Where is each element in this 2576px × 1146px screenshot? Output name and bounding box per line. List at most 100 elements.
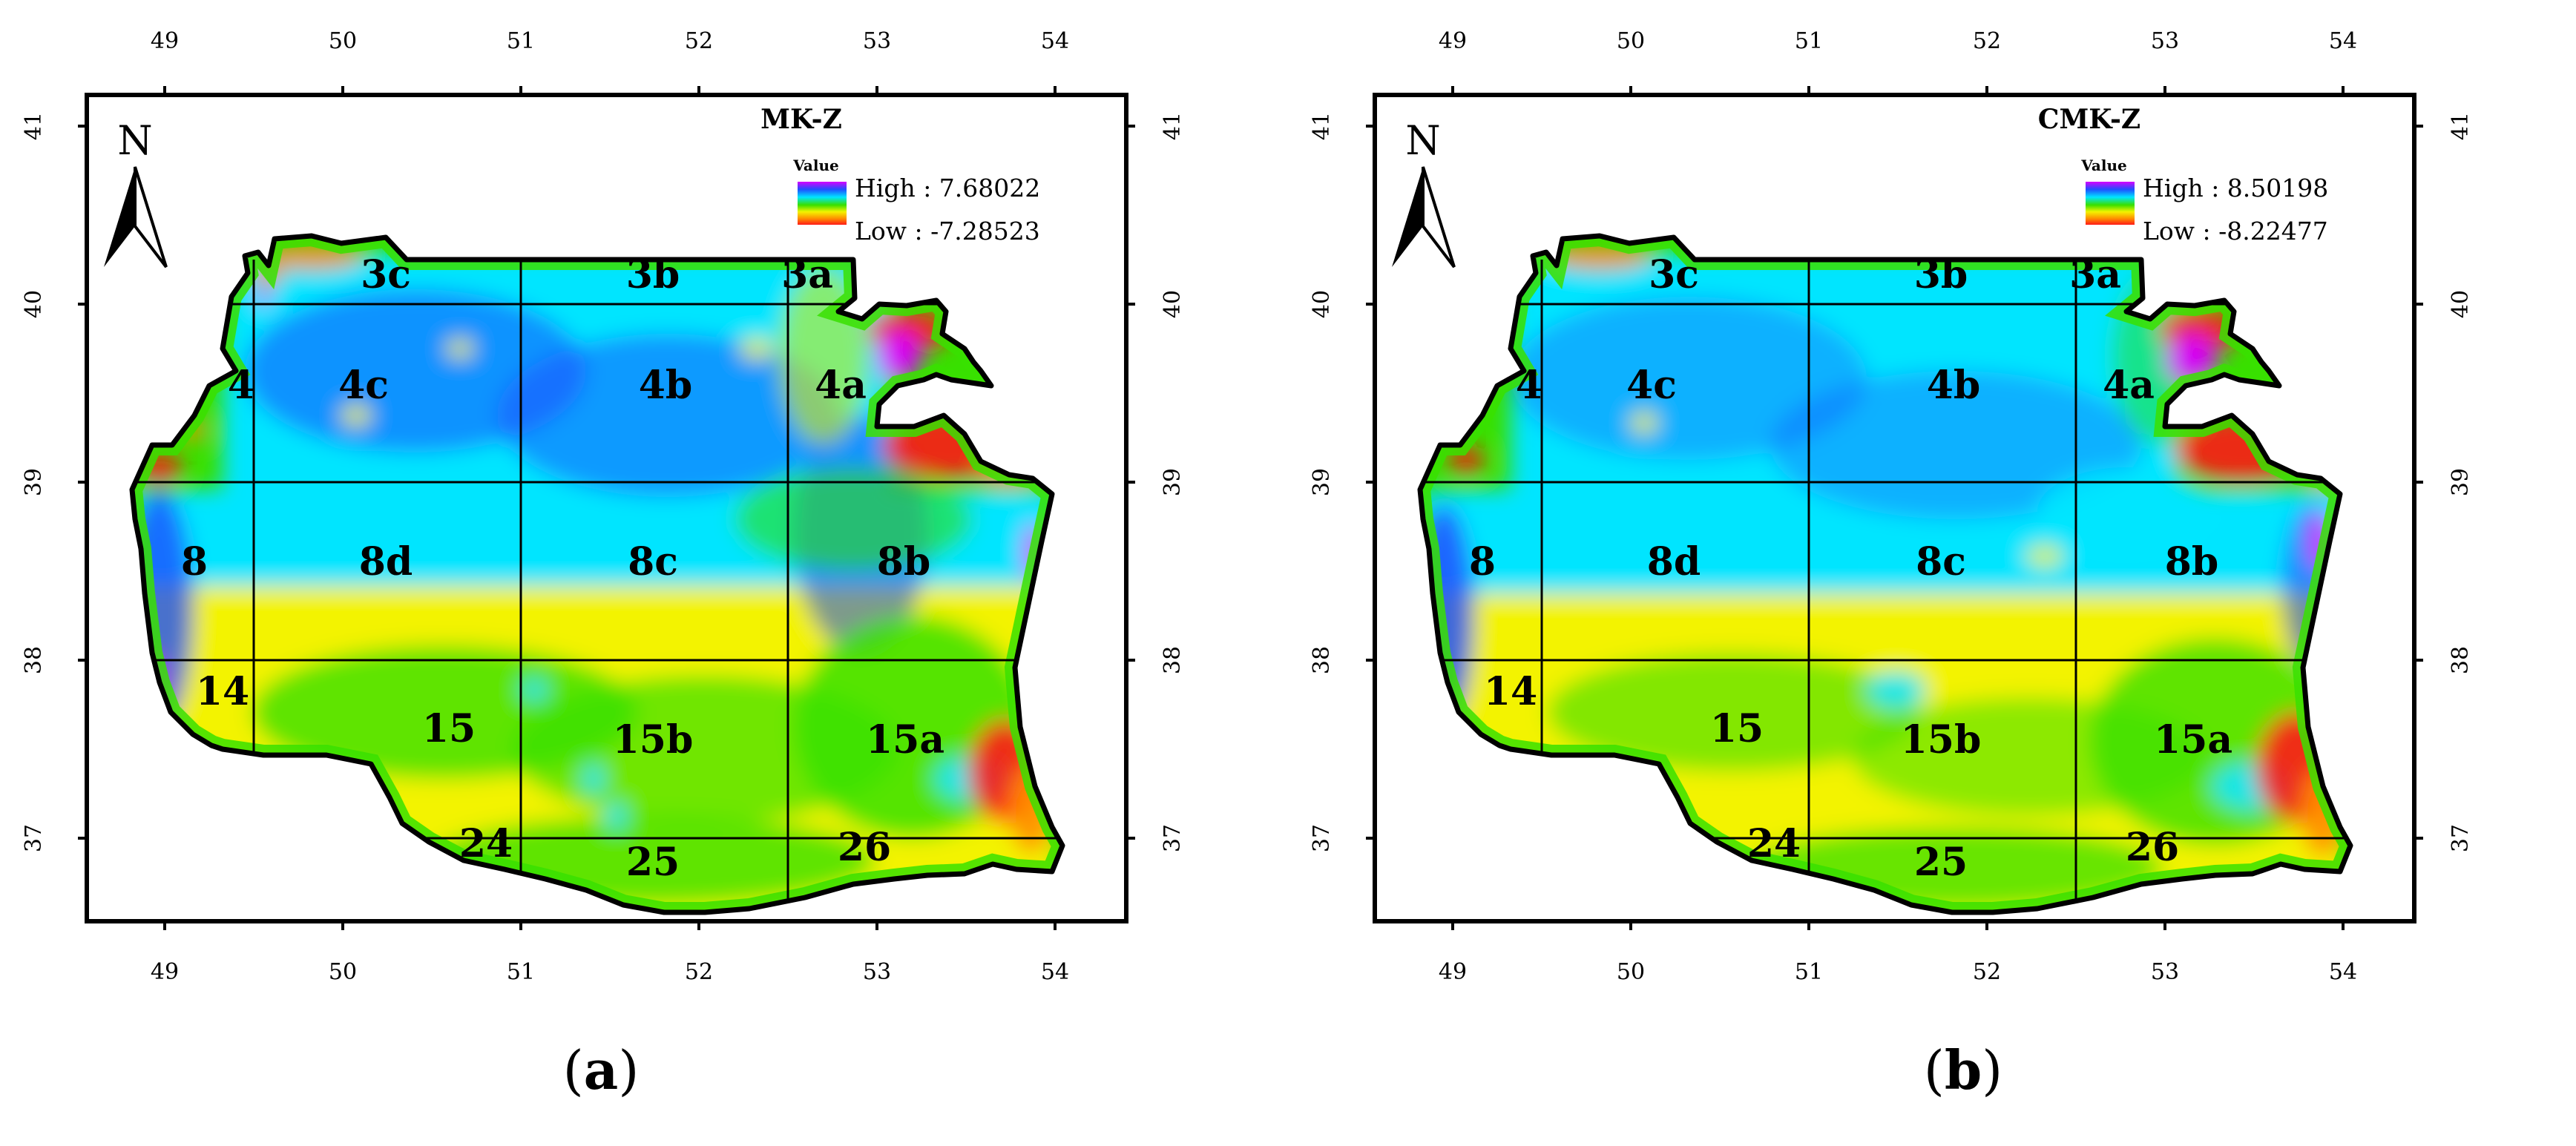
x-tick-label-top: 50 xyxy=(329,28,357,54)
zone-label: 3a xyxy=(781,252,833,297)
zone-label: 24 xyxy=(1747,821,1801,866)
zone-label: 25 xyxy=(1914,840,1968,885)
x-tick-label-bottom: 54 xyxy=(2329,959,2357,985)
legend-heading: Value xyxy=(792,157,839,174)
zone-label: 3b xyxy=(626,252,680,297)
zone-label: 24 xyxy=(459,821,513,866)
study-area-boundary xyxy=(1417,233,2353,915)
x-tick-label-top: 52 xyxy=(685,28,713,54)
grid-lines xyxy=(1420,260,2350,912)
study-area-boundary xyxy=(129,233,1065,915)
legend-high: High : 7.68022 xyxy=(855,174,1040,202)
zone-label: 4a xyxy=(815,363,867,408)
legend-low: Low : -7.28523 xyxy=(855,217,1040,246)
zone-label: 4b xyxy=(639,363,693,408)
zone-label: 8b xyxy=(2165,539,2219,584)
zone-label: 14 xyxy=(1484,669,1537,714)
north-arrow-icon xyxy=(104,167,135,267)
x-tick-label-top: 54 xyxy=(1041,28,1069,54)
x-tick-label-top: 49 xyxy=(151,28,179,54)
zone-label: 3c xyxy=(1649,252,1699,297)
x-tick-label-bottom: 54 xyxy=(1041,959,1069,985)
x-tick-label-top: 49 xyxy=(1439,28,1467,54)
zone-label: 8 xyxy=(181,539,208,584)
y-tick-label-left: 40 xyxy=(1309,290,1335,318)
x-tick-label-top: 50 xyxy=(1617,28,1645,54)
zone-label: 15b xyxy=(1901,717,1982,763)
zone-label: 4a xyxy=(2103,363,2155,408)
x-tick-label-bottom: 49 xyxy=(151,959,179,985)
x-tick-label-top: 53 xyxy=(2151,28,2179,54)
y-tick-label-right: 41 xyxy=(1160,112,1186,140)
x-tick-label-top: 53 xyxy=(863,28,891,54)
y-tick-label-left: 41 xyxy=(1309,112,1335,140)
zone-label: 15b xyxy=(613,717,694,763)
zone-label: 8b xyxy=(877,539,931,584)
y-tick-label-right: 37 xyxy=(2448,824,2474,852)
north-arrow-icon xyxy=(134,166,168,269)
x-tick-label-bottom: 52 xyxy=(685,959,713,985)
panel-caption-a: (a) xyxy=(562,1038,640,1101)
y-tick-label-left: 41 xyxy=(21,112,47,140)
y-tick-label-left: 37 xyxy=(21,824,47,852)
map-title: MK-Z xyxy=(760,104,842,135)
north-arrow-letter: N xyxy=(117,117,152,164)
zone-label: 4b xyxy=(1927,363,1981,408)
y-tick-label-right: 40 xyxy=(1160,290,1186,318)
zone-label: 4 xyxy=(1516,363,1542,408)
north-arrow-icon xyxy=(1422,166,1456,269)
legend-color-ramp xyxy=(2086,182,2135,225)
zone-label: 8c xyxy=(628,539,678,584)
x-tick-label-bottom: 53 xyxy=(863,959,891,985)
zone-label: 4c xyxy=(1626,363,1677,408)
legend-low: Low : -8.22477 xyxy=(2143,217,2328,246)
y-tick-label-left: 39 xyxy=(21,468,47,496)
panel-caption-b: (b) xyxy=(1923,1038,2003,1101)
y-tick-label-right: 38 xyxy=(1160,646,1186,674)
zone-label: 8c xyxy=(1916,539,1966,584)
zone-label: 3c xyxy=(361,252,411,297)
zone-label: 8d xyxy=(359,539,413,584)
x-tick-label-bottom: 51 xyxy=(507,959,535,985)
y-tick-label-left: 37 xyxy=(1309,824,1335,852)
y-tick-label-right: 41 xyxy=(2448,112,2474,140)
y-tick-label-right: 37 xyxy=(1160,824,1186,852)
x-tick-label-top: 51 xyxy=(1795,28,1823,54)
x-tick-label-bottom: 51 xyxy=(1795,959,1823,985)
y-tick-label-right: 39 xyxy=(2448,468,2474,496)
x-tick-label-top: 54 xyxy=(2329,28,2357,54)
zone-label: 8d xyxy=(1647,539,1701,584)
y-tick-label-right: 39 xyxy=(1160,468,1186,496)
y-tick-label-left: 40 xyxy=(21,290,47,318)
zone-label: 3b xyxy=(1914,252,1968,297)
zone-label: 15 xyxy=(1710,706,1764,751)
zone-label: 14 xyxy=(196,669,249,714)
zone-label: 4c xyxy=(338,363,389,408)
legend-heading: Value xyxy=(2080,157,2127,174)
y-tick-label-left: 39 xyxy=(1309,468,1335,496)
x-tick-label-bottom: 53 xyxy=(2151,959,2179,985)
zone-label: 26 xyxy=(2126,825,2179,870)
zone-label: 26 xyxy=(838,825,891,870)
north-arrow-letter: N xyxy=(1405,117,1440,164)
legend-high: High : 8.50198 xyxy=(2143,174,2328,202)
legend-color-ramp xyxy=(798,182,847,225)
zone-label: 3a xyxy=(2069,252,2121,297)
x-tick-label-bottom: 50 xyxy=(329,959,357,985)
zone-label: 15 xyxy=(422,706,476,751)
y-tick-label-right: 38 xyxy=(2448,646,2474,674)
map-panel-a: 49 49 50 50 51 51 52 52 53 53 54 54 41 41 40 40 39 39 38 38… xyxy=(21,28,1186,985)
x-tick-label-bottom: 52 xyxy=(1973,959,2001,985)
north-arrow-icon xyxy=(1392,167,1423,267)
map-panel-b: 49 49 50 50 51 51 52 52 53 53 54 54 41 41 40 40 39 39 38 38… xyxy=(1309,28,2474,985)
x-tick-label-top: 51 xyxy=(507,28,535,54)
y-tick-label-left: 38 xyxy=(1309,646,1335,674)
x-tick-label-top: 52 xyxy=(1973,28,2001,54)
map-title: CMK-Z xyxy=(2038,104,2140,135)
zone-label: 15a xyxy=(866,717,944,763)
y-tick-label-left: 38 xyxy=(21,646,47,674)
zone-label: 8 xyxy=(1469,539,1496,584)
y-tick-label-right: 40 xyxy=(2448,290,2474,318)
x-tick-label-bottom: 50 xyxy=(1617,959,1645,985)
